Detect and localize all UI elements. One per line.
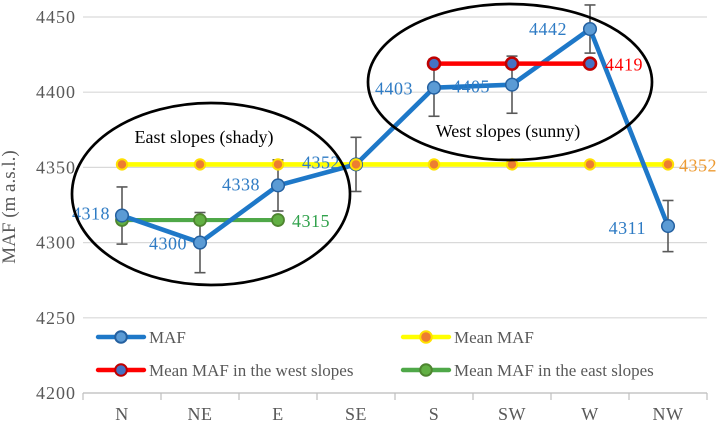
west-slopes-annotation: West slopes (sunny) <box>436 121 581 142</box>
legend-label: Mean MAF <box>454 328 534 347</box>
legend-entry: Mean MAF in the east slopes <box>400 361 654 380</box>
series-mean-west-marker <box>504 56 520 71</box>
series-maf-marker <box>582 21 598 37</box>
legend-label: MAF <box>149 328 186 347</box>
x-axis-label: W <box>581 404 599 424</box>
legend-swatch-marker <box>419 363 433 377</box>
x-axis-label: SW <box>498 404 526 424</box>
data-label-mean-east: 4315 <box>292 211 330 231</box>
data-label-maf: 4300 <box>149 234 187 254</box>
east-slopes-annotation: East slopes (shady) <box>135 127 274 148</box>
legend-label: Mean MAF in the west slopes <box>149 361 353 380</box>
legend-swatch-marker <box>419 330 433 344</box>
series-maf-marker <box>660 219 676 234</box>
y-tick-label: 4250 <box>36 308 76 328</box>
legend-swatch-marker <box>114 363 128 377</box>
x-axis-label: E <box>272 404 284 424</box>
y-axis-title: MAF (m a.s.l.) <box>0 150 20 263</box>
series-mean-maf-marker <box>661 158 675 171</box>
x-axis-label: NW <box>653 404 684 424</box>
x-axis-label: NE <box>188 404 213 424</box>
series-maf-marker <box>504 77 520 92</box>
legend-entry: Mean MAF in the west slopes <box>95 361 353 380</box>
y-tick-label: 4350 <box>36 157 76 177</box>
x-axis-label: N <box>115 404 129 424</box>
series-mean-maf-marker <box>349 158 363 171</box>
x-axis-label: S <box>429 404 440 424</box>
legend-entry: Mean MAF <box>400 328 534 347</box>
data-label-maf: 4311 <box>609 218 646 238</box>
data-label-mean-maf: 4352 <box>679 155 716 175</box>
y-tick-label: 4450 <box>36 7 76 27</box>
legend-label: Mean MAF in the east slopes <box>454 361 654 380</box>
series-mean-maf-marker <box>115 158 129 171</box>
data-label-maf: 4405 <box>452 77 490 97</box>
series-maf-marker <box>426 80 442 95</box>
series-maf-marker <box>192 235 208 250</box>
y-tick-label: 4300 <box>36 233 76 253</box>
data-label-maf: 4318 <box>72 204 110 224</box>
east-slopes-ellipse <box>70 101 352 287</box>
series-maf-marker <box>114 208 130 223</box>
series-mean-east-marker <box>193 213 207 227</box>
series-mean-maf-marker <box>583 158 597 171</box>
y-tick-label: 4200 <box>36 383 76 403</box>
data-label-maf: 4403 <box>375 79 413 99</box>
series-maf-line <box>119 26 671 245</box>
y-tick-label: 4400 <box>36 82 76 102</box>
data-label-maf: 4352 <box>302 152 340 172</box>
series-mean-east-marker <box>271 213 285 227</box>
legend-swatch-marker <box>114 330 128 344</box>
data-label-maf: 4442 <box>529 19 567 39</box>
legend-entry: MAF <box>95 328 186 347</box>
series-mean-west-marker <box>426 56 442 71</box>
series-mean-maf-marker <box>427 158 441 171</box>
data-label-mean-west: 4419 <box>605 55 643 75</box>
x-axis-label: SE <box>345 404 367 424</box>
series-mean-maf-marker <box>271 158 285 171</box>
west-slopes-ellipse <box>366 2 654 162</box>
data-label-maf: 4338 <box>222 174 260 194</box>
series-maf-marker <box>270 178 286 193</box>
series-mean-maf-marker <box>193 158 207 171</box>
series-mean-west-marker <box>582 56 598 71</box>
